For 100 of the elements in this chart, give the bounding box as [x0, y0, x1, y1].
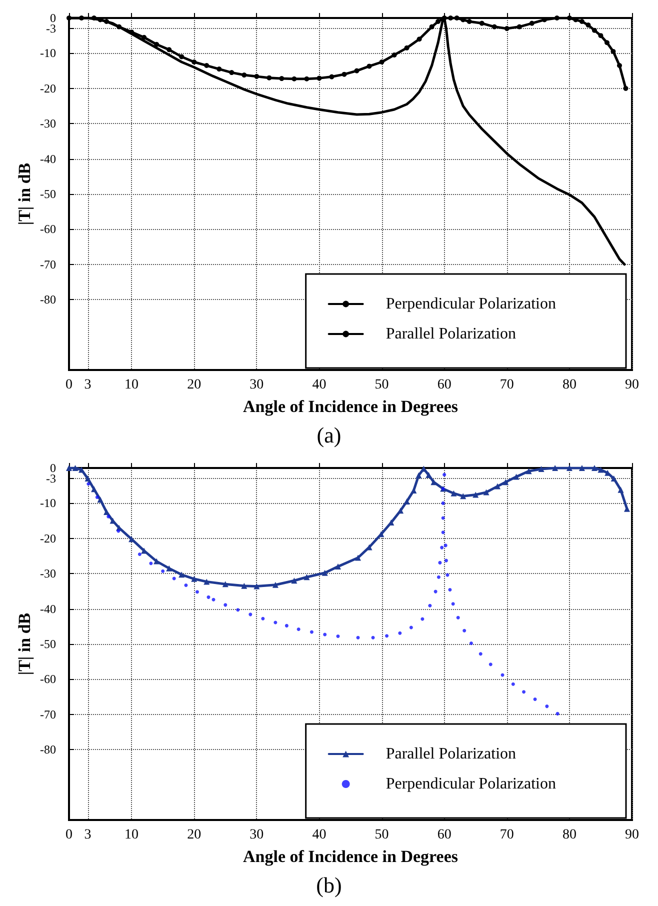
point — [472, 492, 479, 498]
x-tick-label: 3 — [84, 378, 92, 392]
point — [254, 583, 260, 590]
x-tick-label: 50 — [374, 828, 389, 842]
point — [72, 465, 78, 471]
point — [598, 33, 604, 38]
y-axis-title: |T| in dB — [15, 162, 34, 226]
x-tick-label: 70 — [500, 828, 514, 842]
point — [526, 468, 532, 474]
point — [426, 472, 432, 478]
point — [416, 472, 422, 478]
point — [610, 48, 616, 54]
point — [106, 514, 110, 518]
point — [538, 466, 544, 472]
x-tick-label: 40 — [312, 828, 326, 842]
point — [241, 582, 248, 589]
point — [92, 16, 97, 20]
point — [224, 603, 228, 607]
y-tick-label: -10 — [40, 496, 56, 510]
point — [448, 16, 454, 20]
point — [86, 482, 90, 486]
x-tick-label: 60 — [437, 378, 452, 392]
point — [236, 608, 240, 612]
x-tick-label: 70 — [500, 378, 514, 392]
point — [316, 76, 322, 81]
x-tick-label: 10 — [124, 828, 139, 842]
point — [279, 76, 284, 82]
x-tick-label: 3 — [84, 828, 92, 842]
point — [204, 578, 210, 585]
point — [440, 546, 444, 550]
point — [438, 560, 442, 564]
point — [529, 20, 534, 26]
x-tick-label: 50 — [374, 378, 389, 392]
point — [442, 472, 446, 476]
point — [409, 626, 413, 630]
point — [516, 24, 522, 30]
point — [428, 604, 432, 608]
x-tick-label: 20 — [187, 828, 202, 842]
point — [533, 698, 537, 702]
point — [618, 486, 624, 493]
point — [623, 86, 628, 91]
point — [416, 36, 422, 42]
point — [304, 76, 310, 82]
point — [448, 588, 452, 592]
point — [254, 74, 260, 79]
point — [184, 583, 188, 587]
point — [329, 74, 334, 80]
point — [502, 479, 509, 486]
point — [441, 516, 445, 520]
point — [296, 627, 300, 631]
x-tick-label: 0 — [66, 828, 72, 842]
point — [266, 75, 272, 80]
point — [166, 565, 172, 572]
point — [356, 636, 360, 640]
point — [479, 20, 484, 26]
point — [192, 60, 197, 64]
y-axis-title: |T| in dB — [15, 612, 34, 676]
point — [66, 465, 72, 471]
point — [371, 636, 375, 640]
point — [451, 602, 455, 606]
point — [578, 465, 585, 471]
point — [138, 552, 142, 556]
y-tick-label: -60 — [40, 672, 56, 686]
point — [478, 652, 482, 656]
x-tick-label: 80 — [562, 378, 576, 392]
point — [430, 479, 437, 486]
point — [104, 19, 110, 24]
point — [291, 578, 298, 584]
point — [149, 562, 153, 566]
point — [566, 16, 572, 20]
point — [429, 24, 434, 30]
point — [161, 569, 165, 573]
point — [450, 490, 457, 496]
point — [454, 16, 460, 20]
point — [304, 574, 310, 580]
x-tick-label: 30 — [250, 378, 264, 392]
y-tick-label: -30 — [40, 116, 56, 131]
point — [354, 68, 360, 74]
point — [84, 476, 91, 482]
text: (a) — [316, 422, 342, 448]
y-tick-label: -60 — [40, 222, 56, 236]
y-tick-label: -50 — [40, 187, 56, 201]
point — [624, 506, 630, 512]
y-tick-label: -40 — [40, 602, 56, 616]
point — [444, 544, 448, 548]
point — [323, 632, 327, 636]
text: (b) — [316, 872, 342, 898]
point — [483, 489, 490, 496]
point — [248, 612, 252, 616]
point — [494, 483, 501, 490]
point — [292, 76, 297, 82]
x-tick-label: 10 — [124, 378, 139, 392]
point — [556, 712, 560, 716]
point — [469, 642, 473, 646]
point — [441, 501, 445, 505]
point — [366, 64, 372, 69]
point — [179, 54, 184, 60]
point — [229, 70, 234, 76]
point — [604, 40, 610, 46]
legend-label: Perpendicular Polarization — [386, 296, 556, 312]
